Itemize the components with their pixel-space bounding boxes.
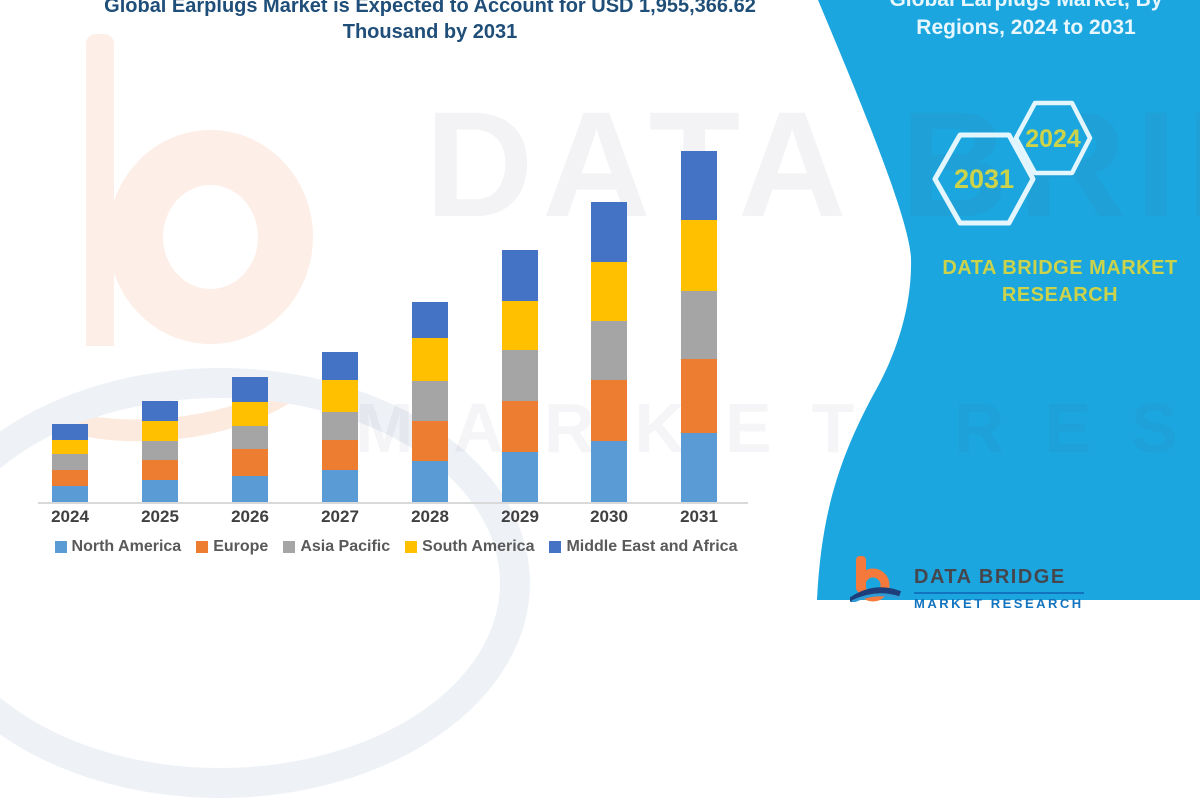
footer-brand-name: DATA BRIDGE xyxy=(914,566,1066,588)
side-panel-background xyxy=(817,0,1200,600)
bar-segment-2030-asia-pacific xyxy=(591,321,627,381)
bar-segment-2024-north-america xyxy=(52,486,88,502)
x-axis-label-2030: 2030 xyxy=(590,507,628,526)
side-panel-brand-line1: DATA BRIDGE MARKET xyxy=(942,257,1178,279)
bar-segment-2027-asia-pacific xyxy=(322,412,358,441)
x-axis-label-2026: 2026 xyxy=(231,507,269,526)
bar-segment-2030-europe xyxy=(591,380,627,442)
chart-legend: North America Europe Asia Pacific South Ame… xyxy=(35,538,757,556)
legend-swatch-north-america xyxy=(54,541,67,553)
legend-label: Middle East and Africa xyxy=(566,538,738,555)
legend-swatch-middle-east-and-africa xyxy=(549,541,562,553)
legend-swatch-asia-pacific xyxy=(283,541,296,553)
footer-logo: DATA BRIDGE MARKET RESEARCH xyxy=(850,556,1084,611)
side-panel-title-line1: Global Earplugs Market, By xyxy=(865,0,1187,14)
bar-2027 xyxy=(322,352,358,502)
bar-segment-2031-europe xyxy=(681,359,717,434)
legend-swatch-europe xyxy=(196,541,209,553)
bar-segment-2024-asia-pacific xyxy=(52,454,88,471)
bar-2026 xyxy=(232,377,268,502)
bar-segment-2031-north-america xyxy=(681,433,717,502)
chart-area: Global Earplugs Market is Expected to Ac… xyxy=(35,0,815,556)
bar-segment-2026-asia-pacific xyxy=(232,426,268,450)
bar-segment-2026-north-america xyxy=(232,476,268,502)
bar-segment-2024-south-america xyxy=(52,440,88,455)
bar-segment-2025-asia-pacific xyxy=(142,441,178,461)
chart-title: Global Earplugs Market is Expected to Ac… xyxy=(45,0,815,45)
side-panel-brand-line2: RESEARCH xyxy=(1001,284,1119,306)
hexagon-badges: 2031 2024 xyxy=(932,100,1093,226)
stacked-bar-plot xyxy=(38,140,750,502)
bar-segment-2031-middle-east-and-africa xyxy=(681,151,717,221)
bar-segment-2025-north-america xyxy=(142,480,178,502)
bar-segment-2027-middle-east-and-africa xyxy=(322,352,358,381)
bar-segment-2029-asia-pacific xyxy=(502,350,538,401)
bar-segment-2028-asia-pacific xyxy=(412,381,448,422)
x-axis-label-2031: 2031 xyxy=(680,507,718,526)
hexagon-2031 xyxy=(932,132,1036,226)
x-axis-label-2024: 2024 xyxy=(51,507,89,526)
bar-segment-2030-middle-east-and-africa xyxy=(591,202,627,263)
legend-item-north-america: North America xyxy=(54,538,182,556)
watermark-text-market-research: MARKET RESEARCH xyxy=(355,389,1200,467)
legend-label: North America xyxy=(71,538,182,555)
bar-segment-2025-south-america xyxy=(142,421,178,442)
bar-2030 xyxy=(591,202,627,502)
bar-segment-2031-south-america xyxy=(681,220,717,292)
side-panel-title: Global Earplugs Market, By Regions, 2024… xyxy=(865,0,1187,42)
legend-item-europe: Europe xyxy=(196,538,268,556)
chart-title-line2: Thousand by 2031 xyxy=(342,21,518,43)
bar-segment-2029-south-america xyxy=(502,301,538,350)
bar-segment-2026-europe xyxy=(232,449,268,476)
bar-segment-2028-south-america xyxy=(412,338,448,382)
legend-item-middle-east-and-africa: Middle East and Africa xyxy=(549,538,737,556)
legend-label: South America xyxy=(422,538,535,555)
side-panel-title-line2: Regions, 2024 to 2031 xyxy=(916,16,1136,39)
x-axis-line xyxy=(38,502,748,504)
legend-label: Europe xyxy=(213,538,269,555)
bar-segment-2028-north-america xyxy=(412,461,448,502)
chart-title-line1: Global Earplugs Market is Expected to Ac… xyxy=(104,0,756,17)
x-axis-label-2027: 2027 xyxy=(321,507,359,526)
bar-segment-2030-south-america xyxy=(591,262,627,322)
bar-segment-2029-europe xyxy=(502,401,538,452)
data-bridge-b-icon xyxy=(850,556,902,602)
hexagon-2031-label: 2031 xyxy=(954,164,1014,194)
legend-item-south-america: South America xyxy=(405,538,534,556)
x-axis-label-2025: 2025 xyxy=(141,507,179,526)
watermark-b-logo-stem xyxy=(86,34,114,346)
bar-segment-2024-europe xyxy=(52,470,88,487)
bar-segment-2026-south-america xyxy=(232,402,268,427)
bar-segment-2027-north-america xyxy=(322,470,358,502)
bar-segment-2031-asia-pacific xyxy=(681,291,717,360)
bar-segment-2025-europe xyxy=(142,460,178,480)
bar-segment-2029-middle-east-and-africa xyxy=(502,250,538,301)
bar-segment-2028-middle-east-and-africa xyxy=(412,302,448,339)
x-axis-label-2028: 2028 xyxy=(411,507,449,526)
bar-2024 xyxy=(52,424,88,502)
legend-label: Asia Pacific xyxy=(300,538,391,555)
bar-segment-2029-north-america xyxy=(502,452,538,502)
footer-brand-subtitle: MARKET RESEARCH xyxy=(914,592,1084,611)
bar-segment-2025-middle-east-and-africa xyxy=(142,401,178,422)
bar-segment-2027-europe xyxy=(322,440,358,471)
hexagon-2024-label: 2024 xyxy=(1025,125,1081,153)
hexagon-2024 xyxy=(1013,100,1093,176)
legend-swatch-south-america xyxy=(405,541,418,553)
bar-2028 xyxy=(412,302,448,502)
bar-segment-2030-north-america xyxy=(591,441,627,502)
bar-segment-2027-south-america xyxy=(322,380,358,413)
x-axis-label-2029: 2029 xyxy=(501,507,539,526)
bar-segment-2026-middle-east-and-africa xyxy=(232,377,268,403)
bar-2029 xyxy=(502,250,538,502)
legend-item-asia-pacific: Asia Pacific xyxy=(283,538,390,556)
bar-segment-2028-europe xyxy=(412,421,448,461)
bar-segment-2024-middle-east-and-africa xyxy=(52,424,88,441)
bar-2031 xyxy=(681,151,717,502)
bar-2025 xyxy=(142,401,178,502)
side-panel-brand-text: DATA BRIDGE MARKET RESEARCH xyxy=(930,255,1190,309)
